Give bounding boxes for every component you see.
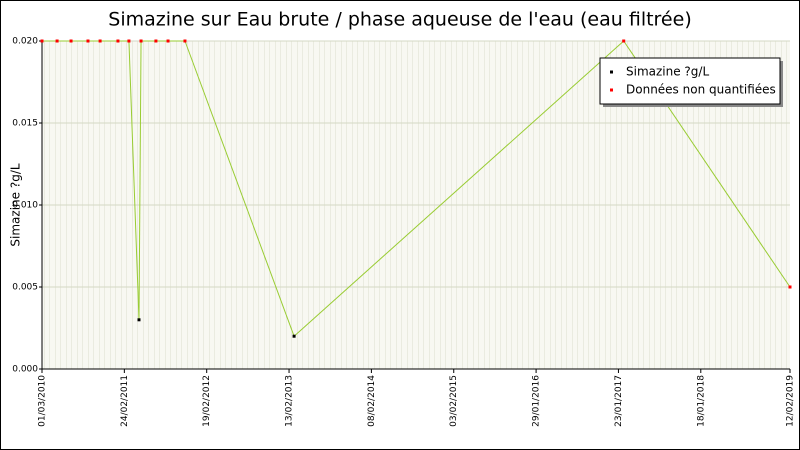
y-tick-label: 0.015 [12,119,38,129]
x-tick-label: 29/01/2016 [532,375,542,427]
line-segment [184,40,295,337]
legend-label: Simazine ?g/L [626,65,709,79]
data-point [40,39,44,43]
x-tick-label: 03/02/2015 [449,375,459,427]
data-point [788,285,792,289]
data-point [98,39,102,43]
legend-marker [610,70,613,74]
legend-marker [610,88,613,92]
y-axis-label: Simazine ?g/L [9,163,23,246]
x-tick-label: 08/02/2014 [367,375,377,427]
y-tick-label: 0.005 [12,283,38,293]
data-point [154,39,158,43]
y-tick-label: 0.000 [12,365,38,375]
data-point [137,318,141,322]
line-segment [128,40,140,320]
line-segment [293,40,625,337]
x-tick-label: 19/02/2012 [202,375,212,427]
data-point [116,39,120,43]
x-tick-label: 13/02/2013 [285,375,295,427]
data-point [69,39,73,43]
x-tick-label: 18/01/2018 [696,375,706,427]
data-point [86,39,90,43]
chart-title: Simazine sur Eau brute / phase aqueuse d… [108,9,691,31]
data-point [139,39,143,43]
y-tick-label: 0.010 [12,201,38,211]
data-point [127,39,131,43]
data-point [166,39,170,43]
y-tick-label: 0.020 [12,37,38,47]
x-tick-label: 24/02/2011 [120,375,130,427]
line-segment [138,40,142,320]
x-tick-label: 23/01/2017 [614,375,624,427]
x-tick-label: 12/02/2019 [786,375,796,427]
data-point [183,39,187,43]
data-point [55,39,59,43]
data-point [292,334,296,338]
x-tick-label: 01/03/2010 [38,375,48,427]
legend-box [599,57,781,105]
data-point [622,39,626,43]
legend-label: Données non quantifiées [626,83,776,97]
